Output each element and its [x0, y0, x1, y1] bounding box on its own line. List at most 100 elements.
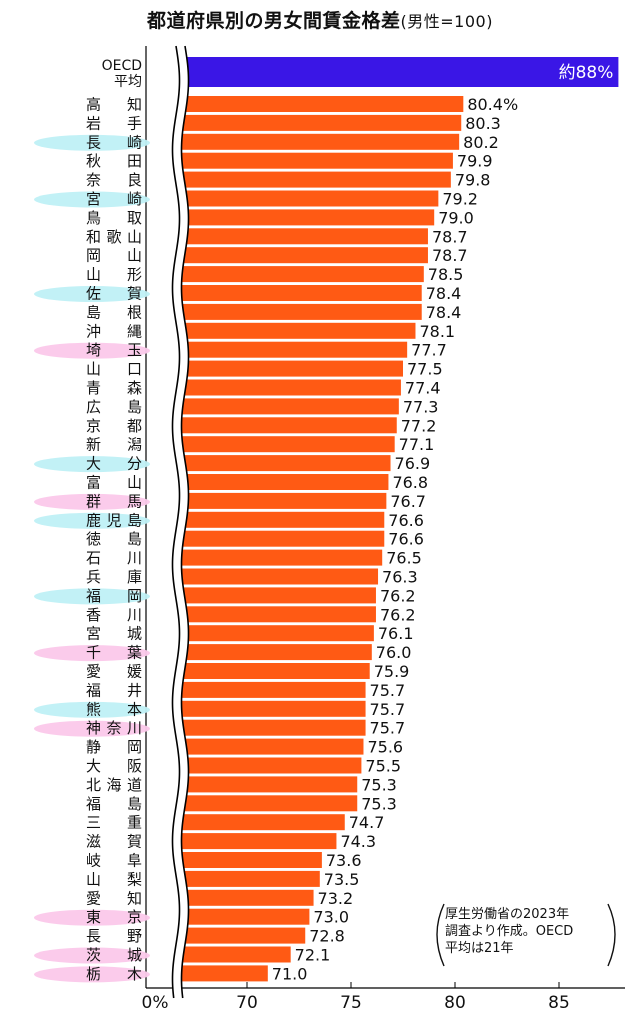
value-label: 78.7: [432, 227, 468, 246]
value-label: 71.0: [272, 964, 308, 983]
highlight-marker: [34, 134, 150, 151]
axis-break-line: [171, 45, 181, 999]
category-label: 三重: [86, 814, 142, 832]
value-label: 78.4: [426, 284, 462, 303]
category-label: 福島: [86, 795, 142, 813]
oecd-value-label: 約88%: [559, 63, 614, 83]
value-label: 73.2: [318, 889, 354, 908]
category-label: 山形: [86, 266, 142, 284]
note-bracket-left: [436, 903, 445, 967]
value-label: 76.6: [388, 511, 424, 530]
category-label: 富山: [86, 474, 142, 492]
value-label: 73.5: [324, 870, 360, 889]
bar: [180, 285, 422, 301]
category-label: 岐阜: [86, 852, 142, 870]
bar: [180, 171, 451, 188]
value-label: 75.5: [365, 757, 401, 776]
value-label: 72.1: [295, 946, 331, 965]
bar: [180, 814, 345, 831]
category-label: 長野: [86, 927, 142, 945]
bar: [180, 379, 401, 396]
value-label: 77.3: [403, 397, 439, 416]
value-label: 76.7: [390, 492, 426, 511]
bar: [180, 303, 422, 320]
value-label: 74.7: [349, 813, 385, 832]
value-label: 76.2: [380, 605, 416, 624]
value-label: 76.1: [378, 624, 414, 643]
bar: [180, 417, 397, 434]
bar: [180, 455, 391, 472]
highlight-marker: [34, 286, 150, 302]
bar: [180, 587, 376, 604]
x-tick-label: 0%: [142, 993, 169, 1013]
bar: [180, 833, 337, 850]
highlight-marker: [34, 456, 150, 473]
bar: [180, 889, 314, 906]
value-label: 73.0: [313, 908, 349, 927]
oecd-label: 平均: [114, 74, 142, 90]
axis-break-line: [180, 45, 190, 999]
x-tick-label: 70: [236, 993, 258, 1013]
category-label: 秋田: [86, 152, 142, 170]
highlight-marker: [34, 909, 150, 926]
x-tick-label: 80: [444, 993, 466, 1013]
oecd-reference-bar: [180, 57, 619, 87]
value-label: 75.7: [370, 700, 406, 719]
bar: [180, 266, 424, 283]
value-label: 79.8: [455, 171, 491, 190]
value-label: 76.9: [395, 454, 431, 473]
category-label: 新潟: [86, 436, 142, 454]
bar: [180, 341, 408, 358]
value-label: 78.5: [428, 265, 464, 284]
bar: [180, 228, 428, 245]
category-label: 神奈川: [86, 719, 142, 737]
category-label: 徳島: [86, 530, 142, 548]
bar: [180, 644, 372, 661]
bar: [180, 209, 435, 226]
category-label: 愛媛: [86, 663, 142, 681]
category-label: 鹿児島: [86, 511, 142, 529]
bar: [180, 133, 460, 150]
value-label: 77.5: [407, 360, 443, 379]
bar: [180, 114, 462, 131]
category-label: 高知: [86, 96, 142, 114]
value-label: 75.7: [370, 681, 406, 700]
category-label: 奈良: [86, 171, 142, 189]
value-label: 79.0: [438, 208, 474, 227]
oecd-label: OECD: [102, 58, 142, 74]
x-tick-label: 75: [340, 993, 362, 1013]
category-label: 岩手: [86, 114, 142, 132]
bar: [180, 530, 385, 547]
value-label: 76.6: [388, 530, 424, 549]
bar: [180, 190, 439, 207]
value-label: 78.4: [426, 303, 462, 322]
source-note-line: 厚生労働省の2023年: [445, 907, 570, 922]
value-label: 76.8: [392, 473, 428, 492]
bar: [180, 795, 358, 812]
value-label: 76.0: [376, 643, 412, 662]
chart-subtitle: (男性=100): [400, 12, 493, 31]
bar: [180, 870, 320, 887]
category-label: 宮城: [86, 625, 142, 643]
bar: [180, 681, 366, 698]
bar: [180, 776, 358, 793]
bar: [180, 398, 399, 415]
chart-title-text: 都道府県別の男女間賃金格差: [147, 10, 401, 32]
value-label: 76.2: [380, 586, 416, 605]
bar: [180, 492, 387, 509]
bar: [180, 965, 268, 982]
category-label: 岡山: [86, 247, 142, 265]
source-note-line: 平均は21年: [445, 941, 514, 956]
category-label: 香川: [86, 606, 142, 624]
bar: [180, 908, 310, 925]
value-label: 75.6: [367, 738, 403, 757]
source-note-line: 調査より作成。OECD: [445, 924, 574, 939]
bar: [180, 757, 362, 774]
bar: [180, 606, 376, 623]
value-label: 78.1: [419, 322, 455, 341]
value-label: 75.7: [370, 719, 406, 738]
category-label: 大阪: [86, 757, 142, 775]
value-label: 78.7: [432, 246, 468, 265]
value-label: 80.2: [463, 133, 499, 152]
